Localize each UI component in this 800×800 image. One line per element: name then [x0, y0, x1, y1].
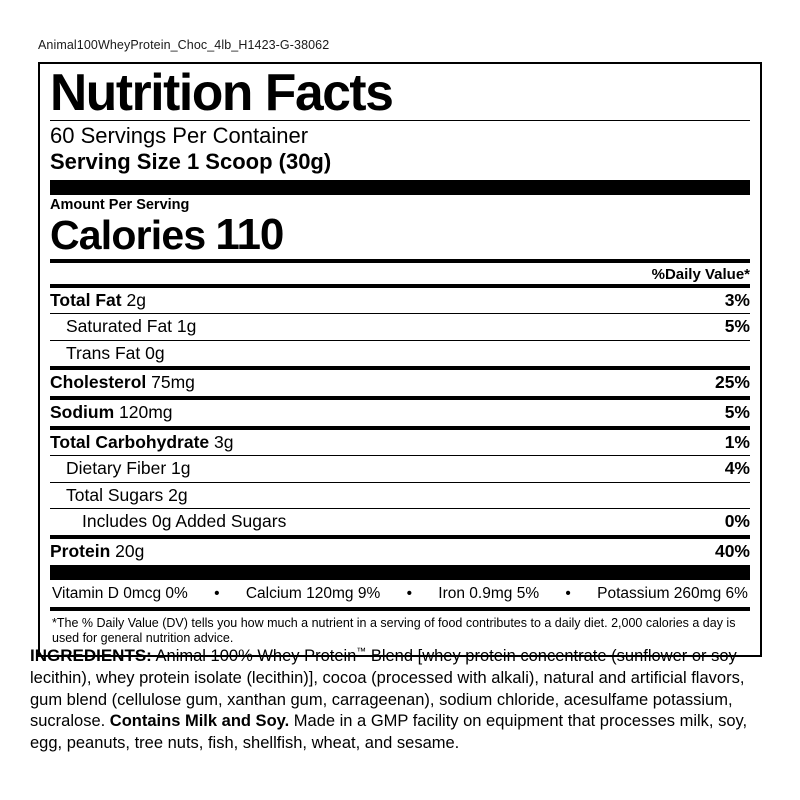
page-title: Nutrition Facts: [50, 64, 394, 122]
nutrient-row: Saturated Fat 1g 5%: [50, 314, 750, 340]
nutrient-row: Trans Fat 0g: [50, 341, 750, 367]
nutrient-row: Total Sugars 2g: [50, 483, 750, 509]
calories-label: Calories: [50, 211, 206, 258]
nutrient-row: Total Carbohydrate 3g 1%: [50, 430, 750, 456]
nutrient-label: Cholesterol 75mg: [50, 373, 195, 393]
nutrient-label: Sodium 120mg: [50, 401, 173, 423]
calories-value: 110: [215, 209, 284, 259]
bullet-separator-icon: •: [406, 584, 412, 602]
daily-value-header: %Daily Value*: [651, 265, 750, 283]
nutrient-name: Total Fat: [50, 289, 122, 310]
calories-row: Calories 110: [50, 209, 750, 259]
nutrient-rows: Total Fat 2g 3% Saturated Fat 1g 5% Trans Fa…: [50, 283, 750, 565]
thick-divider-bottom: [50, 564, 750, 580]
nutrient-row: Includes 0g Added Sugars 0%: [50, 509, 750, 535]
nutrient-row: Dietary Fiber 1g 4%: [50, 456, 750, 482]
bullet-separator-icon: •: [214, 584, 220, 602]
nutrient-label: Saturated Fat 1g: [66, 316, 197, 337]
nutrient-row: Cholesterol 75mg 25%: [50, 370, 750, 396]
contains-allergen-statement: Contains Milk and Soy.: [109, 712, 290, 731]
nutrient-daily-value: 5%: [724, 316, 750, 337]
nutrient-row: Protein 20g 40%: [50, 539, 750, 565]
nutrient-amount: 20g: [110, 540, 145, 561]
ingredients-body-part2: Blend [whey protein concentrate (sunflow…: [30, 647, 745, 731]
nutrient-label: Dietary Fiber 1g: [66, 458, 191, 479]
trademark-icon: ™: [356, 646, 367, 658]
nutrient-name: Protein: [50, 540, 111, 561]
nutrient-amount: 120mg: [114, 401, 173, 422]
nutrient-row-divider: [50, 339, 750, 341]
nutrient-amount: 2g: [121, 289, 146, 310]
nutrient-row-divider: [50, 425, 750, 430]
nutrient-amount: 3g: [209, 431, 234, 452]
nutrient-amount: 75mg: [146, 372, 195, 393]
nutrient-daily-value: 25%: [714, 372, 750, 393]
nutrient-row-divider: [50, 283, 750, 288]
ingredients-body-part3: Made in a GMP facility on equipment that…: [30, 712, 748, 753]
nutrient-daily-value: 5%: [724, 401, 750, 422]
nutrient-row-divider: [50, 313, 750, 315]
micronutrient-item: Calcium 120mg 9%: [245, 584, 381, 602]
micronutrient-item: Potassium 260mg 6%: [597, 584, 748, 602]
nutrient-daily-value: 40%: [714, 540, 750, 561]
micronutrient-divider: [50, 606, 750, 611]
nutrient-row-divider: [50, 455, 750, 457]
ingredients-heading: INGREDIENTS:: [30, 646, 152, 665]
nutrient-row-divider: [50, 534, 750, 539]
serving-size: Serving Size 1 Scoop (30g): [50, 149, 332, 175]
amount-per-serving-label: Amount Per Serving: [50, 196, 190, 213]
nutrient-label: Protein 20g: [50, 540, 145, 562]
nutrient-row-divider: [50, 395, 750, 400]
sku-code: Animal100WheyProtein_Choc_4lb_H1423-G-38…: [38, 38, 330, 52]
nutrient-label: Includes 0g Added Sugars: [82, 511, 287, 532]
servings-per-container: 60 Servings Per Container: [50, 122, 309, 148]
nutrient-name: Cholesterol: [50, 372, 147, 393]
nutrient-label: Total Fat 2g: [50, 289, 146, 311]
nutrient-label: Total Carbohydrate 3g: [50, 431, 234, 453]
ingredients-body-part1: Animal 100% Whey Protein: [151, 647, 357, 665]
micronutrient-item: Vitamin D 0mcg 0%: [52, 584, 188, 602]
nutrient-row-divider: [50, 366, 750, 371]
micronutrient-row: Vitamin D 0mcg 0% • Calcium 120mg 9% • Iron …: [50, 580, 750, 607]
nutrient-daily-value: 0%: [724, 511, 750, 532]
nutrition-facts-panel: Nutrition Facts 60 Servings Per Containe…: [38, 62, 762, 657]
title-divider: [50, 119, 750, 121]
ingredients-section: INGREDIENTS: Animal 100% Whey Protein™ B…: [30, 645, 772, 755]
nutrient-row-divider: [50, 481, 750, 483]
daily-value-footnote: *The % Daily Value (DV) tells you how mu…: [52, 615, 736, 646]
nutrient-row-divider: [50, 508, 750, 510]
thick-divider-top: [50, 179, 750, 195]
nutrient-daily-value: 3%: [724, 289, 750, 310]
nutrient-row: Sodium 120mg 5%: [50, 400, 750, 426]
nutrient-label: Total Sugars 2g: [66, 484, 188, 505]
nutrient-name: Total Carbohydrate: [50, 431, 210, 452]
nutrient-label: Trans Fat 0g: [66, 342, 165, 363]
calories-divider: [50, 258, 750, 263]
nutrient-daily-value: 4%: [724, 458, 750, 479]
bullet-separator-icon: •: [565, 584, 571, 602]
nutrient-name: Sodium: [50, 401, 115, 422]
micronutrient-item: Iron 0.9mg 5%: [438, 584, 540, 602]
nutrient-daily-value: 1%: [724, 431, 750, 452]
nutrient-row: Total Fat 2g 3%: [50, 288, 750, 314]
